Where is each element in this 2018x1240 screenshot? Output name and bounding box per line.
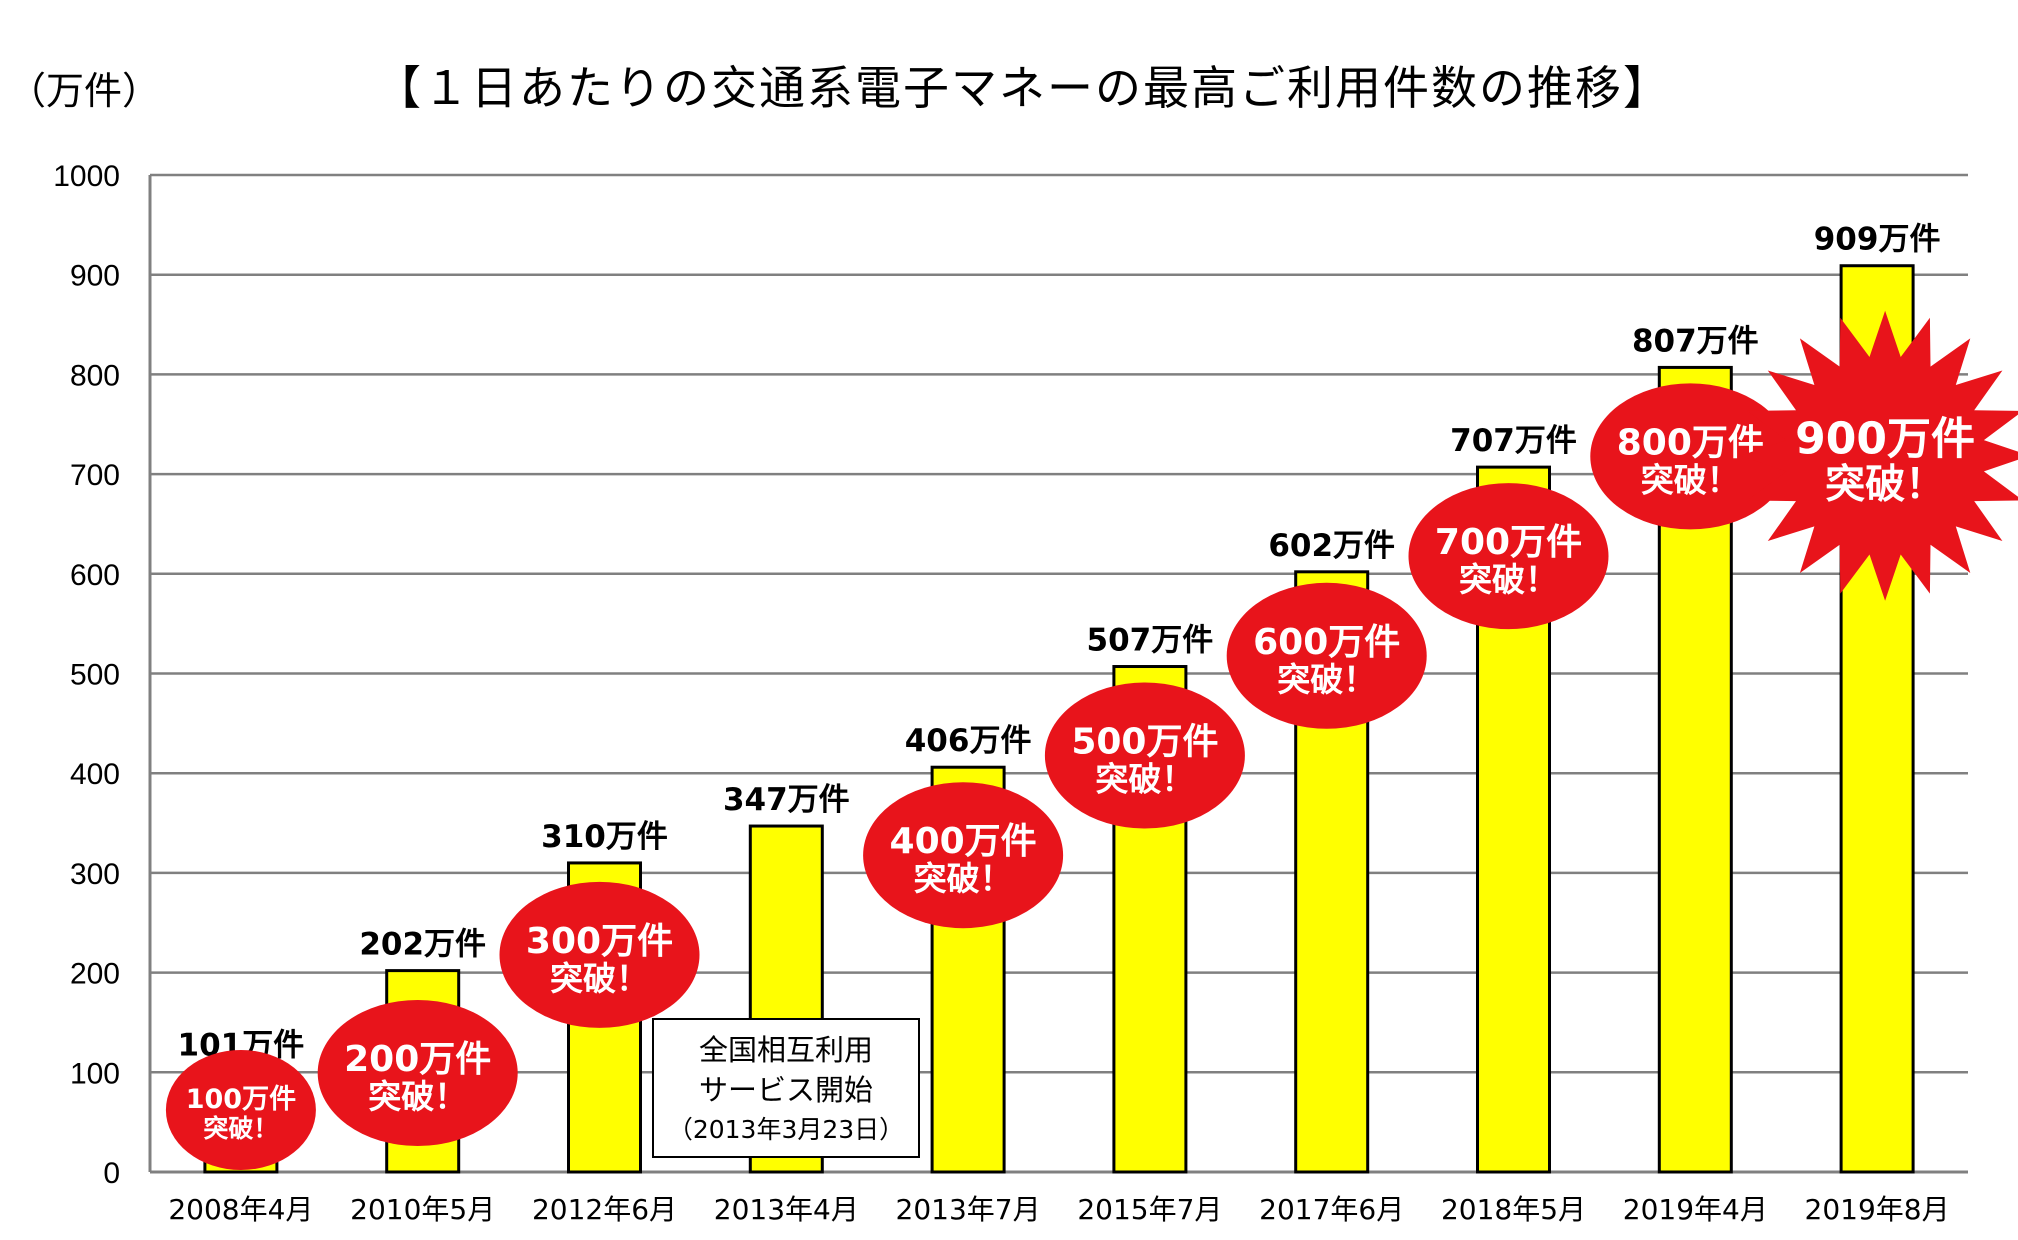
badge-breakthrough-text: 突破！	[203, 1114, 278, 1143]
bar-value-label: 202万件	[359, 927, 486, 963]
y-tick-label: 900	[70, 260, 120, 293]
y-tick-label: 100	[70, 1057, 120, 1090]
milestone-oval-badge	[1226, 582, 1427, 729]
x-tick-label: 2010年5月	[350, 1193, 495, 1226]
badge-breakthrough-text: 突破！	[1277, 660, 1376, 699]
badge-value-text: 500万件	[1071, 722, 1218, 763]
bar-value-label: 807万件	[1632, 323, 1759, 359]
bar-value-label: 406万件	[905, 723, 1032, 759]
bar-value-label: 310万件	[541, 819, 668, 855]
badge-value-text: 400万件	[890, 821, 1037, 862]
value-labels: 101万件202万件310万件347万件406万件507万件602万件707万件…	[178, 222, 1941, 1064]
milestone-oval-badge	[165, 1050, 316, 1170]
x-tick-label: 2013年4月	[714, 1193, 859, 1226]
badge-value-text: 700万件	[1435, 522, 1582, 563]
bar-value-label: 507万件	[1087, 623, 1214, 659]
service-start-note: 全国相互利用 サービス開始 （2013年3月23日）	[652, 1018, 920, 1158]
bar-value-label: 707万件	[1450, 423, 1577, 459]
note-line-1: 全国相互利用	[698, 1033, 873, 1067]
milestone-oval-badge	[1044, 682, 1245, 829]
x-tick-label: 2015年7月	[1077, 1193, 1222, 1226]
y-tick-label: 500	[70, 659, 120, 692]
milestone-badges: 100万件突破！200万件突破！300万件突破！400万件突破！500万件突破！…	[165, 310, 2018, 1170]
badge-value-text: 600万件	[1253, 622, 1400, 663]
y-tick-label: 200	[70, 958, 120, 991]
badge-value-text: 300万件	[526, 921, 673, 962]
badge-value-text: 900万件	[1795, 414, 1975, 465]
badge-value-text: 800万件	[1617, 422, 1764, 463]
x-tick-label: 2013年7月	[896, 1193, 1041, 1226]
y-tick-label: 700	[70, 459, 120, 492]
badge-breakthrough-text: 突破！	[1641, 460, 1740, 499]
milestone-oval-badge	[1590, 383, 1791, 530]
badge-value-text: 100万件	[186, 1084, 296, 1115]
badge-breakthrough-text: 突破！	[914, 859, 1013, 898]
bar-value-label: 347万件	[723, 782, 850, 818]
badge-breakthrough-text: 突破！	[1095, 760, 1194, 799]
badge-breakthrough-text: 突破！	[368, 1077, 467, 1116]
y-tick-label: 1000	[53, 160, 120, 193]
milestone-oval-badge	[499, 881, 700, 1028]
y-tick-label: 400	[70, 758, 120, 791]
y-tick-label: 800	[70, 359, 120, 392]
x-tick-label: 2008年4月	[168, 1193, 313, 1226]
milestone-oval-badge	[863, 782, 1064, 929]
chart-title: 【１日あたりの交通系電子マネーの最高ご利用件数の推移】	[375, 61, 1671, 115]
badge-breakthrough-text: 突破！	[1459, 560, 1558, 599]
x-tick-label: 2019年4月	[1623, 1193, 1768, 1226]
bar-value-label: 909万件	[1814, 222, 1941, 258]
x-tick-label: 2019年8月	[1805, 1193, 1950, 1226]
x-tick-label: 2017年6月	[1259, 1193, 1404, 1226]
note-line-2: サービス開始	[698, 1073, 873, 1107]
milestone-oval-badge	[317, 1000, 518, 1146]
y-tick-label: 0	[103, 1157, 120, 1190]
y-tick-label: 600	[70, 559, 120, 592]
milestone-oval-badge	[1408, 483, 1609, 630]
badge-breakthrough-text: 突破！	[550, 959, 649, 998]
starburst-badge	[1740, 310, 2018, 601]
badge-breakthrough-text: 突破！	[1825, 462, 1945, 508]
bar-value-label: 602万件	[1268, 528, 1395, 564]
y-axis-unit-label: （万件）	[8, 69, 161, 113]
note-line-3: （2013年3月23日）	[667, 1115, 905, 1144]
y-tick-label: 300	[70, 858, 120, 891]
x-tick-label: 2018年5月	[1441, 1193, 1586, 1226]
x-tick-label: 2012年6月	[532, 1193, 677, 1226]
badge-value-text: 200万件	[344, 1039, 491, 1080]
